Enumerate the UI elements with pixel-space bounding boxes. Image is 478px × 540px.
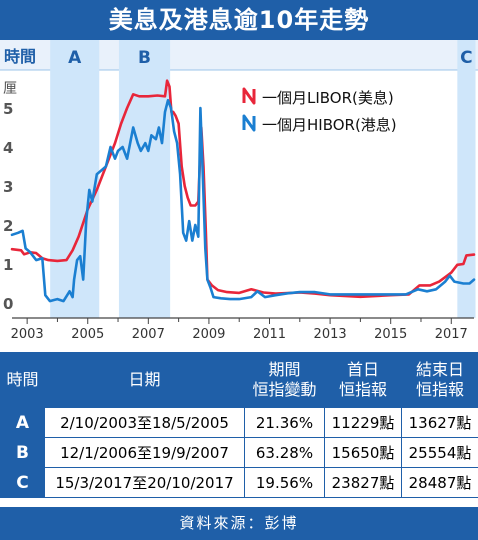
row-label: A: [0, 407, 45, 438]
row-date: 15/3/2017至20/10/2017: [44, 467, 245, 498]
header-change-line2: 恒指變動: [252, 380, 317, 399]
y-tick-label: 4: [3, 139, 13, 157]
period-label-b: B: [138, 48, 151, 68]
x-tick-label: 2013: [314, 327, 347, 342]
header-last-line2: 恒指報: [415, 380, 464, 399]
x-tick-label: 2011: [253, 327, 286, 342]
y-tick-label: 2: [3, 217, 13, 235]
row-change: 21.36%: [244, 407, 325, 438]
header-date: 日期: [44, 352, 245, 408]
period-band-c: [457, 40, 476, 318]
header-change: 期間 恒指變動: [244, 352, 325, 408]
x-tick-label: 2003: [11, 327, 44, 342]
row-last: 13627點: [401, 407, 478, 438]
table-row: C 15/3/2017至20/10/2017 19.56% 23827點 284…: [0, 467, 478, 498]
table-header-row: 時間 日期 期間 恒指變動 首日 恒指報 結束日 恒指報: [0, 352, 478, 408]
row-date: 2/10/2003至18/5/2005: [44, 407, 245, 438]
row-label: B: [0, 437, 45, 468]
row-label: C: [0, 467, 45, 498]
table-row: A 2/10/2003至18/5/2005 21.36% 11229點 1362…: [0, 407, 478, 438]
hibor-series-line: [10, 98, 476, 303]
x-tick-label: 2017: [435, 327, 468, 342]
legend-swatch: [242, 87, 256, 105]
period-band-b: [118, 40, 171, 318]
x-tick-label: 2005: [71, 327, 104, 342]
y-tick-label: 3: [3, 178, 13, 196]
header-change-line1: 期間: [268, 360, 301, 379]
y-tick-label: 1: [3, 256, 13, 274]
row-first: 15650點: [324, 437, 402, 468]
hsi-period-table: 時間 日期 期間 恒指變動 首日 恒指報 結束日 恒指報 A 2/10/2003至18…: [0, 352, 478, 498]
legend-swatch: [242, 114, 256, 132]
header-first-line1: 首日: [346, 360, 379, 379]
rate-chart: 時間 A B C 厘 0 1 2 3 4 5 2003 2005 2007 2009 2011 2013 2015…: [0, 40, 478, 342]
legend-entry: 一個月HIBOR(港息): [262, 116, 397, 134]
x-tick-label: 2015: [374, 327, 407, 342]
y-tick-label: 0: [3, 295, 13, 313]
page-title: 美息及港息逾10年走勢: [0, 0, 478, 40]
row-change: 19.56%: [244, 467, 325, 498]
period-label-a: A: [68, 48, 82, 68]
table-row: B 12/1/2006至19/9/2007 63.28% 15650點 2555…: [0, 437, 478, 468]
source-note: 資料來源：彭博: [0, 507, 478, 540]
row-last: 28487點: [401, 467, 478, 498]
header-first-day: 首日 恒指報: [324, 352, 402, 408]
header-first-line2: 恒指報: [338, 380, 387, 399]
legend-entry: 一個月LIBOR(美息): [262, 89, 394, 107]
row-last: 25554點: [401, 437, 478, 468]
x-tick-label: 2009: [192, 327, 225, 342]
x-tick-label: 2007: [132, 327, 165, 342]
period-header-label: 時間: [4, 47, 36, 66]
row-change: 63.28%: [244, 437, 325, 468]
header-period: 時間: [0, 352, 45, 408]
row-first: 23827點: [324, 467, 402, 498]
y-tick-label: 5: [3, 100, 13, 118]
row-first: 11229點: [324, 407, 402, 438]
period-label-c: C: [460, 48, 472, 68]
y-axis-unit: 厘: [3, 81, 17, 97]
row-date: 12/1/2006至19/9/2007: [44, 437, 245, 468]
header-last-line1: 結束日: [415, 360, 464, 379]
header-last-day: 結束日 恒指報: [401, 352, 478, 408]
